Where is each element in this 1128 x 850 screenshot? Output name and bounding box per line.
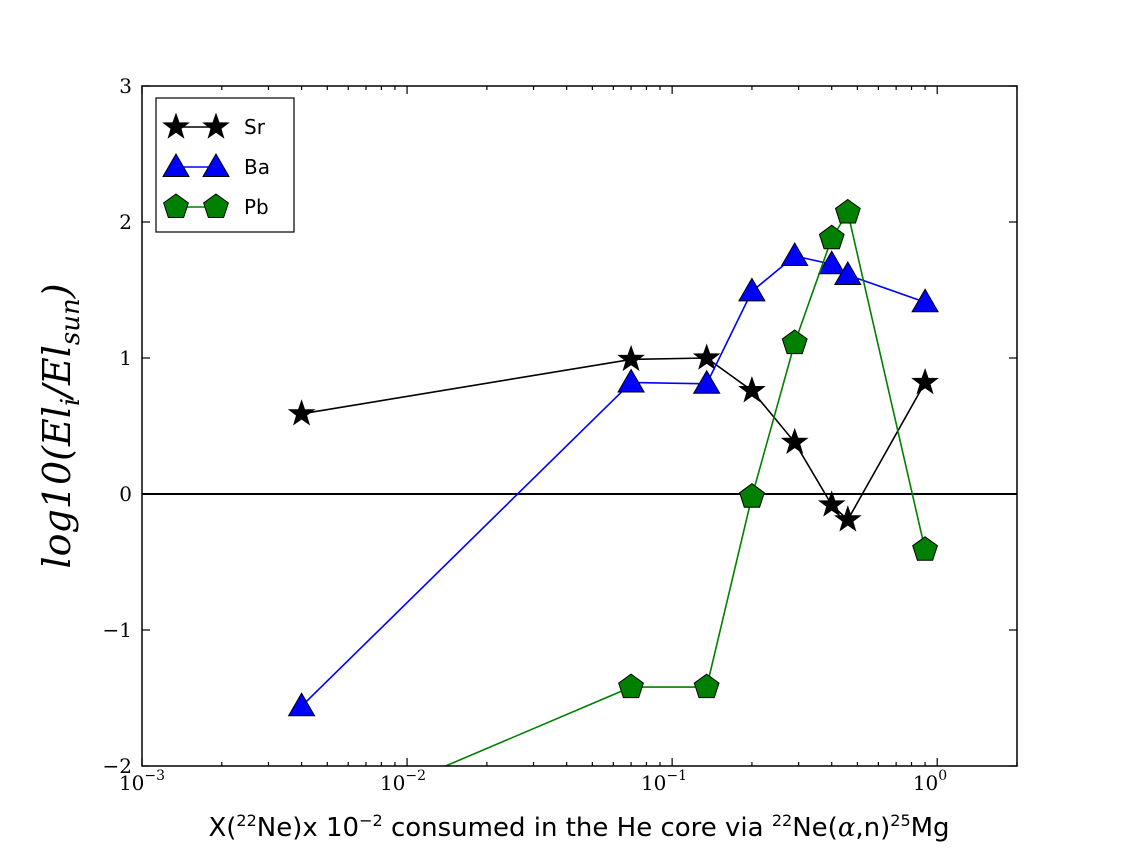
legend-marker-sr (202, 112, 230, 139)
x-tick-label-2: 10−1 (641, 768, 687, 795)
data-point-sr (287, 399, 316, 426)
y-tick-label-4: 2 (119, 210, 132, 234)
data-point-ba (780, 242, 809, 266)
series-layer (287, 198, 939, 766)
y-tick-label-5: 3 (119, 74, 132, 98)
data-point-sr (738, 376, 766, 403)
y-tick-label-3: 1 (119, 346, 132, 370)
series-line-ba (301, 255, 926, 707)
data-point-sr (834, 505, 862, 532)
legend-marker-ba (162, 153, 190, 177)
y-tick-label-2: 0 (119, 482, 132, 506)
data-point-pb (818, 224, 845, 250)
y-tick-label-1: −1 (103, 618, 132, 642)
data-point-sr (780, 427, 809, 455)
y-axis-label: log10(Eli/Elsun) (35, 283, 86, 568)
data-point-ba (287, 692, 316, 717)
data-point-ba (692, 369, 721, 394)
data-point-pb (912, 536, 938, 561)
x-tick-label-3: 100 (913, 768, 947, 795)
y-tick-label-0: −2 (103, 754, 132, 778)
plot-frame (141, 85, 1018, 767)
data-point-ba (817, 250, 846, 275)
series-line-pb (443, 210, 926, 766)
legend-sample-sr (162, 112, 230, 139)
legend-marker-pb (203, 193, 229, 218)
data-point-pb (834, 198, 861, 224)
data-point-sr (817, 490, 846, 517)
data-point-ba (738, 277, 766, 302)
legend-label-ba: Ba (244, 155, 270, 179)
data-point-pb (739, 483, 765, 508)
data-point-sr (692, 343, 721, 370)
legend-marker-ba (202, 153, 230, 177)
legend-label-pb: Pb (244, 195, 269, 219)
x-tick-label-0: 10−3 (119, 768, 165, 795)
legend-sample-ba (162, 153, 230, 177)
x-tick-label-1: 10−2 (380, 768, 426, 795)
axis-ticks (141, 85, 1018, 767)
data-point-ba (833, 261, 862, 285)
legend-marker-sr (162, 112, 190, 139)
data-point-sr (617, 344, 645, 372)
data-point-pb (618, 673, 644, 699)
data-point-ba (617, 368, 645, 393)
data-point-sr (911, 367, 939, 395)
data-point-pb (781, 329, 808, 355)
x-axis-label: X(22Ne)x 10−2 consumed in the He core vi… (208, 811, 949, 843)
legend-sample-pb (163, 193, 229, 218)
data-point-ba (911, 288, 939, 313)
data-point-pb (693, 673, 720, 699)
legend: Sr Ba Pb (155, 97, 295, 233)
legend-label-sr: Sr (244, 115, 266, 139)
legend-marker-pb (163, 193, 189, 218)
